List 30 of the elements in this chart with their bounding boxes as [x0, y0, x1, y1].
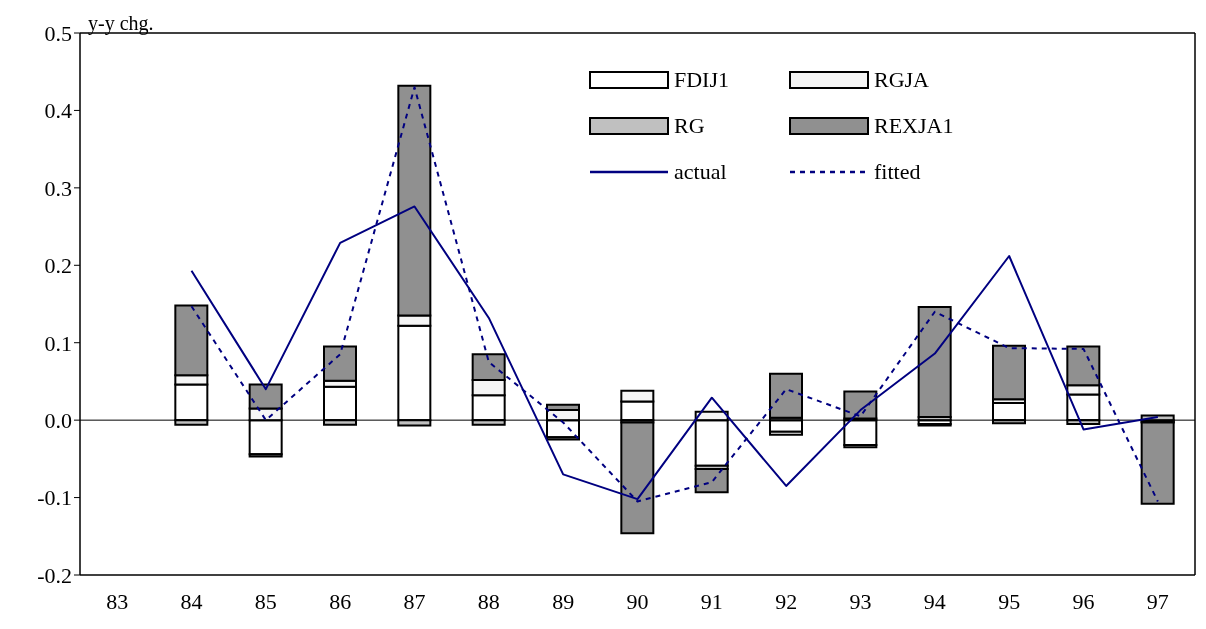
y-tick-label: 0.5 [44, 20, 72, 46]
x-tick-label: 92 [775, 588, 798, 614]
x-tick-label: 93 [849, 588, 872, 614]
x-tick-label: 90 [626, 588, 649, 614]
x-tick-label: 96 [1072, 588, 1095, 614]
x-tick-label: 97 [1146, 588, 1169, 614]
x-tick-label: 94 [923, 588, 946, 614]
x-tick-label: 84 [180, 588, 203, 614]
y-tick-label: -0.2 [37, 562, 72, 588]
x-tick-label: 83 [106, 588, 129, 614]
x-tick-label: 91 [700, 588, 723, 614]
y-tick-label: 0.2 [44, 253, 72, 279]
legend-label: fitted [874, 159, 921, 185]
x-tick-label: 89 [552, 588, 575, 614]
x-tick-label: 87 [403, 588, 426, 614]
legend-label: FDIJ1 [674, 67, 730, 93]
y-tick-label: 0.3 [44, 175, 72, 201]
y-tick-label: -0.1 [37, 485, 72, 511]
legend-label: actual [674, 159, 727, 185]
x-tick-label: 95 [998, 588, 1021, 614]
legend-label: RG [674, 113, 705, 139]
y-tick-label: 0.4 [44, 98, 72, 124]
y-axis-title: y-y chg. [88, 12, 154, 35]
x-tick-label: 86 [329, 588, 352, 614]
legend-label: RGJA [874, 67, 930, 93]
x-tick-label: 88 [477, 588, 500, 614]
x-tick-label: 85 [254, 588, 277, 614]
y-tick-label: 0.0 [44, 407, 72, 433]
legend-label: REXJA1 [874, 113, 954, 139]
y-tick-label: 0.1 [44, 330, 72, 356]
